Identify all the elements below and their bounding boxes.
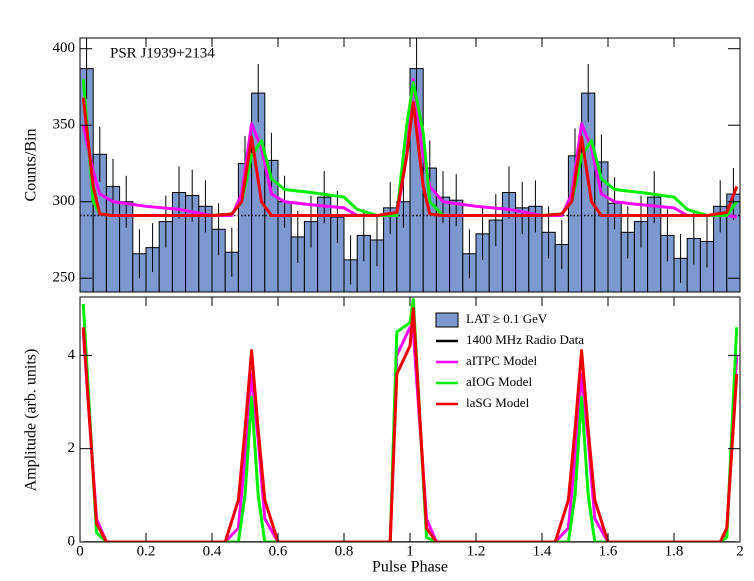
legend-label: laSG Model xyxy=(466,395,530,410)
x-tick-label: 1.4 xyxy=(533,543,552,559)
histogram-bar xyxy=(251,92,266,292)
x-tick-label: 0 xyxy=(76,543,84,559)
legend-label: aIOG Model xyxy=(466,374,532,389)
x-tick-label: 0.8 xyxy=(335,543,354,559)
y-tick-label: 0 xyxy=(68,533,76,549)
y-tick-label: 350 xyxy=(53,117,76,133)
model-line xyxy=(81,325,739,542)
model-line xyxy=(81,307,739,542)
y-tick-label: 400 xyxy=(53,40,76,56)
x-axis-label: Pulse Phase xyxy=(372,559,448,576)
y-axis-label: Amplitude (arb. units) xyxy=(23,349,40,492)
histogram-bar xyxy=(581,92,596,292)
x-tick-label: 0.4 xyxy=(203,543,222,559)
y-axis-label: Counts/Bin xyxy=(23,129,40,202)
x-tick-label: 1 xyxy=(406,543,414,559)
x-tick-label: 0.2 xyxy=(137,543,156,559)
legend-swatch xyxy=(435,312,459,328)
y-tick-label: 250 xyxy=(53,270,76,286)
legend-label: 1400 MHz Radio Data xyxy=(466,332,584,347)
annotation: PSR J1939+2134 xyxy=(110,45,215,61)
y-tick-label: 300 xyxy=(53,193,76,209)
model-line xyxy=(81,97,739,217)
legend-label: LAT ≥ 0.1 GeV xyxy=(466,311,548,326)
y-tick-label: 2 xyxy=(68,440,76,456)
x-tick-label: 1.6 xyxy=(599,543,618,559)
x-tick-label: 1.8 xyxy=(665,543,684,559)
legend-label: aITPC Model xyxy=(466,353,538,368)
y-tick-label: 4 xyxy=(68,347,76,363)
x-tick-label: 2 xyxy=(736,543,744,559)
x-tick-label: 0.6 xyxy=(269,543,288,559)
x-tick-label: 1.2 xyxy=(467,543,486,559)
